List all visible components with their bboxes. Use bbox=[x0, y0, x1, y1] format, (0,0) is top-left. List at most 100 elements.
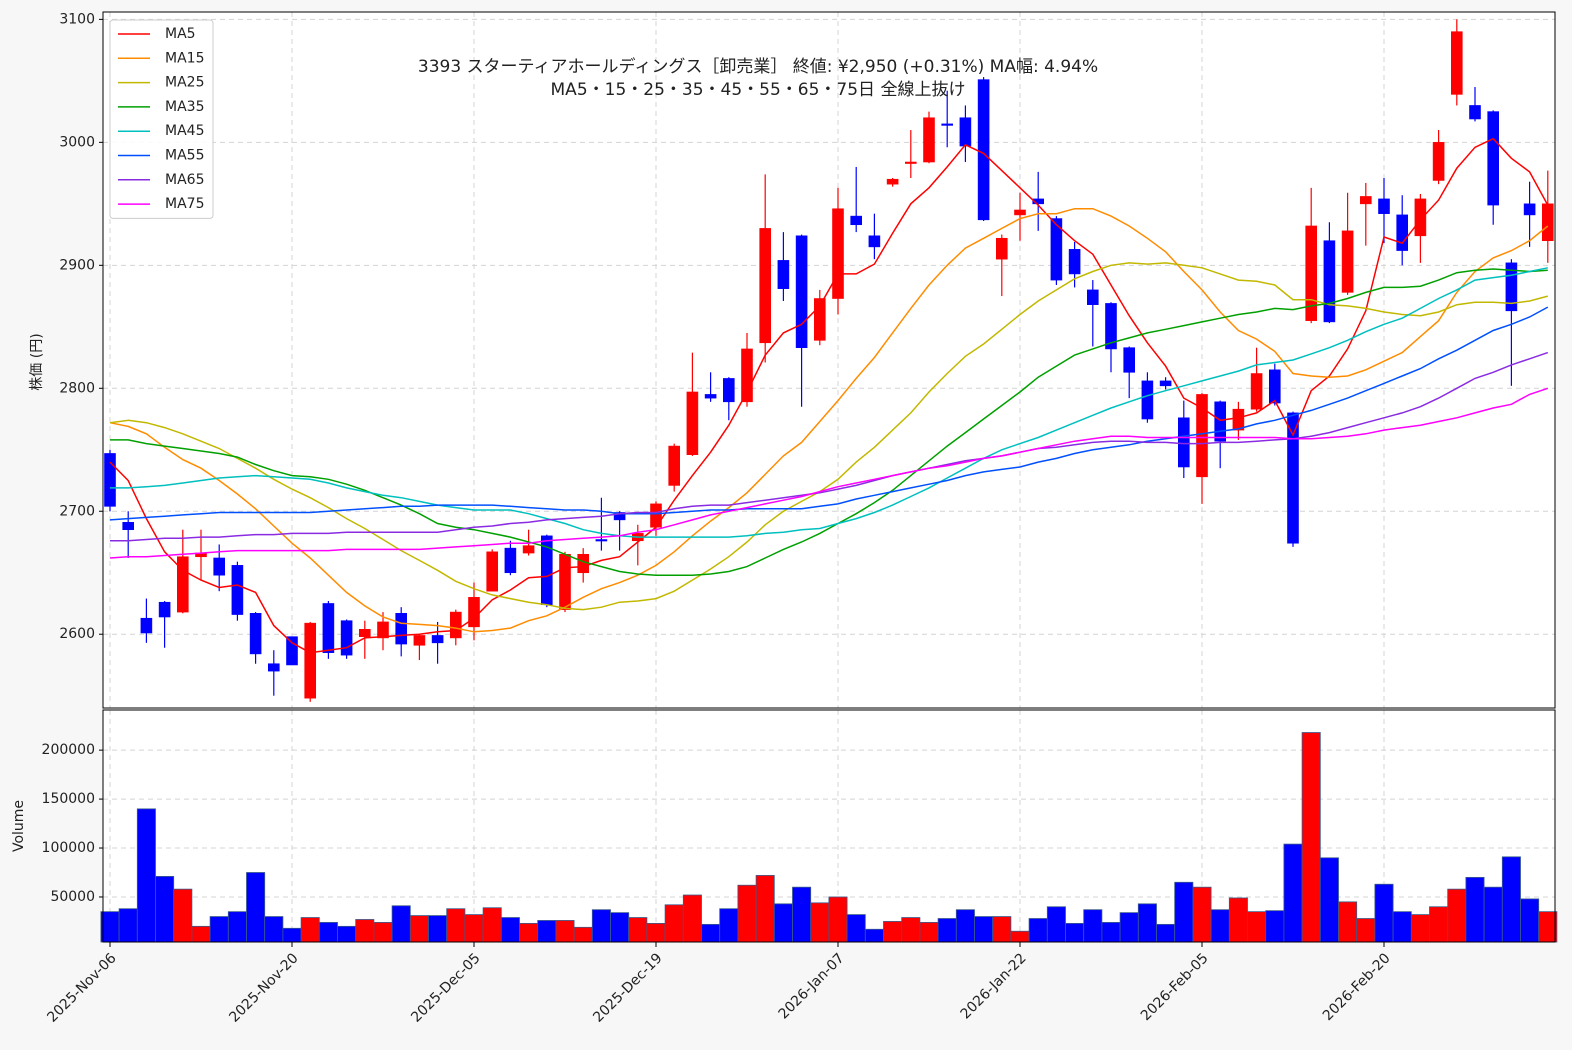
candle-body bbox=[868, 235, 881, 248]
candle-body bbox=[904, 161, 917, 164]
y-axis-label: 株価 (円) bbox=[29, 333, 45, 390]
legend-box bbox=[109, 19, 214, 219]
candle-body bbox=[1432, 142, 1445, 181]
ma-line bbox=[109, 137, 1549, 654]
volume-frame bbox=[102, 709, 1556, 943]
candle-body bbox=[850, 215, 863, 226]
volume-bar bbox=[682, 894, 702, 943]
volume-bar bbox=[391, 905, 411, 943]
candle-body bbox=[286, 636, 298, 666]
volume-bar bbox=[864, 928, 884, 943]
candle-body bbox=[741, 348, 753, 403]
volume-bar bbox=[901, 917, 921, 943]
volume-bar bbox=[1392, 911, 1412, 943]
volume-bar bbox=[482, 907, 502, 943]
ma-line bbox=[109, 306, 1549, 521]
x-tick-label: 2026-Jan-22 bbox=[958, 950, 1030, 1022]
candle-body bbox=[1105, 303, 1117, 350]
volume-bar bbox=[118, 908, 138, 943]
x-tick-label: 2026-Jan-07 bbox=[776, 950, 848, 1022]
y-tick-label: 3100 bbox=[59, 11, 95, 27]
candle-body bbox=[886, 178, 899, 185]
volume-bar bbox=[955, 909, 975, 943]
candle-body bbox=[1523, 203, 1536, 216]
candle-body bbox=[1014, 209, 1026, 216]
legend-label: MA75 bbox=[165, 196, 204, 212]
y-tick-label: 2900 bbox=[59, 257, 95, 273]
volume-bar bbox=[919, 922, 939, 943]
volume-bar bbox=[337, 925, 357, 943]
candle-body bbox=[941, 123, 954, 126]
candle-body bbox=[104, 453, 116, 507]
candle-body bbox=[1068, 249, 1081, 275]
candle-body bbox=[122, 522, 134, 530]
candle-body bbox=[1178, 417, 1190, 468]
x-tick-label: 2025-Dec-19 bbox=[590, 950, 665, 1025]
candle-body bbox=[777, 260, 790, 289]
chart-subtitle: MA5・15・25・35・45・55・65・75日 全線上抜け bbox=[551, 80, 966, 100]
candle-body bbox=[1250, 373, 1263, 410]
ma-line bbox=[109, 387, 1549, 559]
volume-bar bbox=[628, 917, 648, 943]
candle-body bbox=[522, 545, 535, 554]
volume-axis-label: Volume bbox=[11, 800, 27, 852]
ma-line bbox=[109, 207, 1549, 633]
candle-body bbox=[1360, 196, 1372, 205]
volume-bar bbox=[1520, 898, 1540, 943]
volume-bar bbox=[1247, 911, 1267, 943]
ma-line bbox=[110, 268, 1548, 576]
candle-body bbox=[959, 117, 972, 147]
volume-bar bbox=[191, 925, 211, 943]
candle-body bbox=[923, 117, 935, 163]
volume-bar bbox=[409, 915, 429, 943]
volume-bar bbox=[1429, 906, 1449, 943]
volume-bar bbox=[719, 908, 739, 943]
volume-bar bbox=[573, 926, 593, 943]
volume-bar bbox=[519, 923, 539, 943]
volume-bar bbox=[500, 917, 520, 943]
candle-body bbox=[995, 237, 1008, 260]
candle-body bbox=[668, 445, 681, 486]
candle-body bbox=[1414, 198, 1427, 237]
candle-body bbox=[177, 556, 189, 613]
candle-body bbox=[613, 512, 626, 521]
candle-body bbox=[1542, 203, 1554, 242]
candle-body bbox=[686, 391, 699, 455]
volume-bar bbox=[318, 922, 338, 943]
volume-bar bbox=[1046, 906, 1066, 943]
volume-bar bbox=[1065, 923, 1085, 943]
candle-body bbox=[1305, 225, 1317, 321]
candle-body bbox=[1050, 218, 1063, 281]
ma-line bbox=[110, 267, 1548, 538]
candle-body bbox=[340, 620, 353, 656]
volume-bar bbox=[737, 884, 757, 943]
volume-bar bbox=[173, 888, 193, 943]
candle-body bbox=[1123, 347, 1135, 373]
volume-bar bbox=[646, 923, 666, 943]
volume-bar bbox=[282, 927, 302, 943]
candle-body bbox=[449, 611, 462, 639]
y-tick-label: 150000 bbox=[42, 791, 95, 807]
candle-body bbox=[322, 603, 335, 653]
volume-bar bbox=[1538, 911, 1558, 943]
candle-body bbox=[231, 565, 244, 615]
volume-bar bbox=[1228, 897, 1248, 943]
volume-bar bbox=[537, 920, 557, 943]
legend-label: MA15 bbox=[165, 50, 204, 66]
candle-body bbox=[1196, 394, 1208, 478]
volume-bar bbox=[883, 921, 903, 943]
volume-bar bbox=[136, 808, 156, 943]
y-tick-label: 50000 bbox=[50, 889, 95, 905]
legend-label: MA25 bbox=[165, 75, 204, 91]
x-tick-label: 2025-Dec-05 bbox=[408, 950, 483, 1025]
candle-body bbox=[1487, 111, 1499, 206]
candle-body bbox=[832, 208, 844, 299]
candle-body bbox=[267, 663, 280, 672]
volume-bar bbox=[209, 916, 229, 943]
volume-bar bbox=[773, 903, 793, 943]
volume-bar bbox=[1174, 881, 1194, 943]
x-tick-label: 2025-Nov-06 bbox=[44, 950, 119, 1025]
candle-body bbox=[1141, 380, 1154, 420]
volume-bar bbox=[610, 912, 630, 943]
candle-body bbox=[413, 635, 426, 646]
